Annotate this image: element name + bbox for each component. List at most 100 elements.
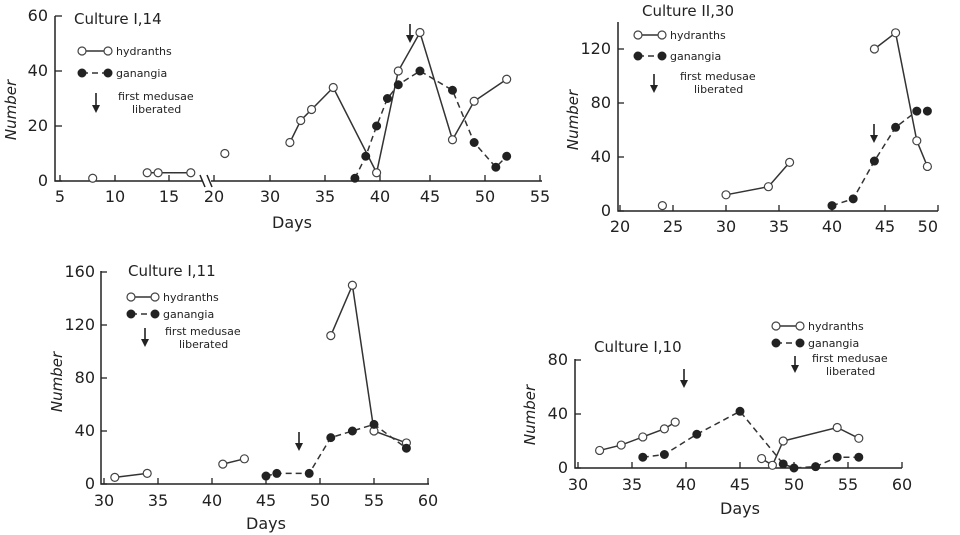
ganangia-point (922, 106, 932, 116)
hydranths-point (285, 137, 295, 148)
p4-legend-hydranths: hydranths (808, 320, 864, 333)
ganangia-point (891, 122, 901, 132)
p2-title: Culture II,30 (642, 2, 734, 20)
p2-plot-area (657, 28, 933, 211)
p3-legend-hydranths: hydranths (163, 291, 219, 304)
ganangia-point (272, 468, 282, 478)
p2-ytick: 0 (601, 201, 611, 220)
ganangia-point (848, 194, 858, 204)
p1-ytick: 0 (38, 171, 48, 190)
hydranths-point (415, 27, 425, 38)
p3-xlabel: Days (246, 514, 286, 533)
hydranths-point (638, 432, 648, 442)
hydranths-point (767, 460, 778, 470)
ganangia-point (326, 433, 336, 443)
p3-xtick: 35 (148, 491, 168, 510)
ganangia-point (638, 452, 648, 462)
p4-ytick: 40 (548, 404, 568, 423)
hydranths-point (110, 472, 120, 482)
hydranths-point (306, 104, 317, 115)
p3-ytick: 0 (85, 474, 95, 493)
hydranths-point (854, 433, 864, 443)
ganangia-point (869, 156, 879, 166)
p3-ytick: 40 (75, 421, 95, 440)
p1-ticks (55, 15, 541, 182)
p2-ytick: 120 (580, 39, 611, 58)
hydranths-point (153, 168, 163, 178)
hydranths-point (326, 331, 336, 341)
hydranths-point (784, 157, 795, 167)
p2-legend: hydranths ganangia first medusae liberate… (633, 29, 756, 96)
hydranths-point (372, 168, 382, 178)
ganangia-line (642, 410, 859, 469)
ganangia-point (491, 162, 501, 172)
hydranths-point (763, 182, 774, 192)
ganangia-point (502, 151, 512, 161)
hydranths-point (670, 417, 680, 427)
ganangia-point (261, 471, 271, 481)
hydranths-point (469, 96, 479, 106)
ganangia-line (354, 70, 508, 179)
p1-xtick: 55 (530, 187, 550, 206)
p3-axes (100, 271, 429, 485)
p1-xtick: 30 (260, 187, 280, 206)
hydranths-line (873, 31, 929, 167)
p1-axis-break (199, 174, 213, 188)
p4-legend-ganangia: ganangia (808, 337, 859, 350)
p4-plot-area (594, 406, 864, 473)
ganangia-point (304, 468, 314, 478)
p1-legend-hydranths: hydranths (116, 45, 172, 58)
ganangia-line (265, 423, 407, 477)
p1-title: Culture I,14 (74, 10, 162, 28)
ganangia-point (854, 452, 864, 462)
panel-culture-ii-30: 0 40 80 120 20 25 30 35 40 45 50 Number … (564, 2, 939, 236)
p1-xtick: 45 (420, 187, 440, 206)
p3-ytick: 160 (64, 262, 95, 281)
hydranths-line (289, 30, 508, 175)
p4-title: Culture I,10 (594, 338, 682, 356)
p1-legend-ganangia: ganangia (116, 67, 167, 80)
p3-legend-ganangia: ganangia (163, 308, 214, 321)
hydranths-point (721, 190, 731, 200)
hydranths-point (447, 135, 458, 145)
p1-xtick: 20 (204, 187, 224, 206)
p3-legend-medusae: first medusae liberated (165, 325, 241, 351)
p3-ytick: 80 (75, 368, 95, 387)
p1-xtick: 50 (475, 187, 495, 206)
hydranths-point (88, 173, 98, 183)
p3-xtick: 60 (418, 491, 438, 510)
p4-xtick: 40 (676, 475, 696, 494)
ganangia-point (827, 201, 837, 211)
ganangia-point (469, 138, 479, 147)
p1-ytick: 60 (28, 6, 48, 25)
hydranths-point (142, 468, 152, 478)
ganangia-point (912, 106, 922, 116)
p4-medusae-arrow (680, 369, 688, 388)
p1-xtick: 15 (159, 187, 179, 206)
hydranths-point (502, 74, 512, 84)
p4-xtick: 60 (892, 475, 912, 494)
ganangia-point (447, 85, 457, 95)
p3-xtick: 40 (202, 491, 222, 510)
p2-ytick: 80 (591, 93, 611, 112)
p4-ylabel: Number (521, 384, 539, 445)
p4-xtick: 45 (730, 475, 750, 494)
p1-xtick: 40 (370, 187, 390, 206)
p3-xtick: 45 (256, 491, 276, 510)
p2-ylabel: Number (564, 89, 582, 150)
p2-legend-medusae: first medusae liberated (680, 70, 756, 96)
p4-legend-medusae: first medusae liberated (812, 352, 888, 378)
p1-xtick: 5 (55, 187, 65, 206)
hydranths-line (761, 426, 860, 467)
p1-xtick: 35 (315, 187, 335, 206)
hydranths-point (922, 161, 933, 172)
p1-xlabel: Days (272, 213, 312, 232)
p3-title: Culture I,11 (128, 262, 216, 280)
p2-medusae-arrow (870, 124, 878, 143)
p2-ytick: 40 (591, 147, 611, 166)
panel-culture-i-14: 0 20 40 60 5 10 15 20 30 35 40 45 50 55 … (2, 6, 550, 232)
p3-xtick: 55 (364, 491, 384, 510)
p4-ytick: 80 (548, 350, 568, 369)
ganangia-point (372, 121, 382, 131)
